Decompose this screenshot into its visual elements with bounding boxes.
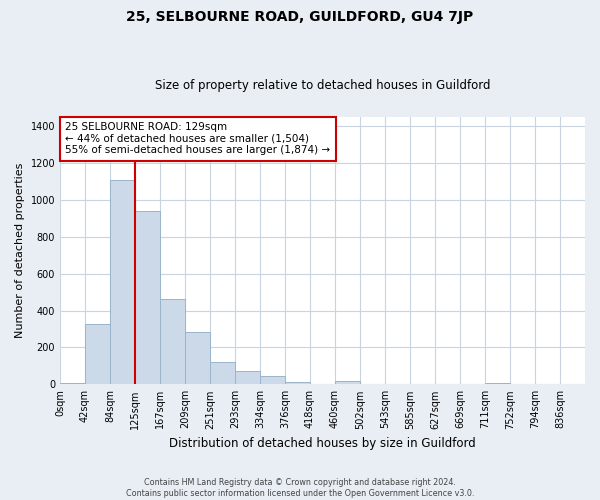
Text: 25 SELBOURNE ROAD: 129sqm
← 44% of detached houses are smaller (1,504)
55% of se: 25 SELBOURNE ROAD: 129sqm ← 44% of detac…	[65, 122, 331, 156]
Bar	[210, 362, 235, 384]
Bar	[235, 372, 260, 384]
Bar	[85, 324, 110, 384]
X-axis label: Distribution of detached houses by size in Guildford: Distribution of detached houses by size …	[169, 437, 476, 450]
Bar	[135, 211, 160, 384]
Bar	[335, 380, 360, 384]
Bar	[110, 180, 135, 384]
Title: Size of property relative to detached houses in Guildford: Size of property relative to detached ho…	[155, 79, 490, 92]
Bar	[285, 382, 310, 384]
Text: 25, SELBOURNE ROAD, GUILDFORD, GU4 7JP: 25, SELBOURNE ROAD, GUILDFORD, GU4 7JP	[127, 10, 473, 24]
Bar	[485, 383, 510, 384]
Bar	[260, 376, 285, 384]
Y-axis label: Number of detached properties: Number of detached properties	[15, 163, 25, 338]
Text: Contains HM Land Registry data © Crown copyright and database right 2024.
Contai: Contains HM Land Registry data © Crown c…	[126, 478, 474, 498]
Bar	[185, 332, 210, 384]
Bar	[160, 300, 185, 384]
